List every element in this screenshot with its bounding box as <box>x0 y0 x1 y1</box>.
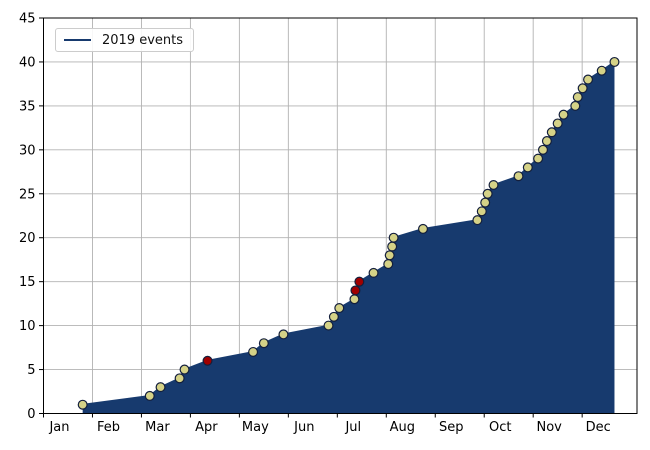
area-fill <box>82 61 615 414</box>
plot-frame <box>43 17 638 414</box>
event-marker <box>480 197 491 208</box>
event-marker <box>570 100 581 111</box>
x-tick-label: Aug <box>390 420 415 435</box>
event-marker <box>472 215 483 226</box>
x-tick-label: Feb <box>97 420 120 435</box>
event-marker <box>572 92 583 103</box>
y-tick-label: 35 <box>19 99 36 114</box>
event-marker <box>77 399 88 410</box>
highlight-event-marker <box>350 285 361 296</box>
event-marker <box>476 206 487 217</box>
event-marker <box>418 223 429 234</box>
y-tick-label: 10 <box>19 319 36 334</box>
event-marker <box>323 320 334 331</box>
event-marker <box>383 259 394 270</box>
event-marker <box>368 267 379 278</box>
event-marker <box>558 109 569 120</box>
x-tick-label: Mar <box>145 420 170 435</box>
event-marker <box>387 241 398 252</box>
event-marker <box>334 303 345 314</box>
event-marker <box>583 74 594 85</box>
event-marker <box>144 390 155 401</box>
y-tick-label: 15 <box>19 275 36 290</box>
y-tick-label: 40 <box>19 55 36 70</box>
y-tick-label: 45 <box>19 12 36 27</box>
legend-line-sample <box>64 39 91 41</box>
highlight-event-marker <box>354 276 365 287</box>
event-marker <box>174 373 185 384</box>
event-marker <box>522 162 533 173</box>
y-tick-label: 25 <box>19 187 36 202</box>
event-marker <box>552 118 563 129</box>
event-marker <box>533 153 544 164</box>
event-marker <box>155 382 166 393</box>
highlight-event-marker <box>202 355 213 366</box>
event-marker <box>179 364 190 375</box>
series-line <box>82 61 615 406</box>
event-marker <box>541 136 552 147</box>
event-marker <box>488 179 499 190</box>
event-marker <box>546 127 557 138</box>
x-tick-label: Dec <box>586 420 611 435</box>
y-tick-label: 5 <box>27 363 35 378</box>
event-marker <box>278 329 289 340</box>
y-tick-label: 0 <box>27 407 35 422</box>
x-tick-label: May <box>242 420 269 435</box>
event-marker <box>482 188 493 199</box>
event-marker <box>513 171 524 182</box>
x-tick-label: Jul <box>344 420 361 435</box>
y-tick-label: 20 <box>19 231 36 246</box>
x-tick-label: Jan <box>48 420 69 435</box>
event-marker <box>537 144 548 155</box>
event-marker <box>328 311 339 322</box>
event-marker <box>258 338 269 349</box>
event-marker <box>577 83 588 94</box>
x-tick-label: Jun <box>293 420 314 435</box>
event-marker <box>349 294 360 305</box>
event-marker <box>609 56 620 67</box>
legend-box: 2019 events <box>55 28 195 52</box>
event-marker <box>384 250 395 261</box>
x-tick-label: Nov <box>536 420 562 435</box>
event-marker <box>388 232 399 243</box>
legend-label: 2019 events <box>102 32 184 48</box>
event-marker <box>596 65 607 76</box>
x-tick-label: Sep <box>439 420 464 435</box>
y-tick-label: 30 <box>19 143 36 158</box>
x-tick-label: Apr <box>195 420 218 435</box>
event-marker <box>248 346 259 357</box>
x-tick-label: Oct <box>489 420 511 435</box>
